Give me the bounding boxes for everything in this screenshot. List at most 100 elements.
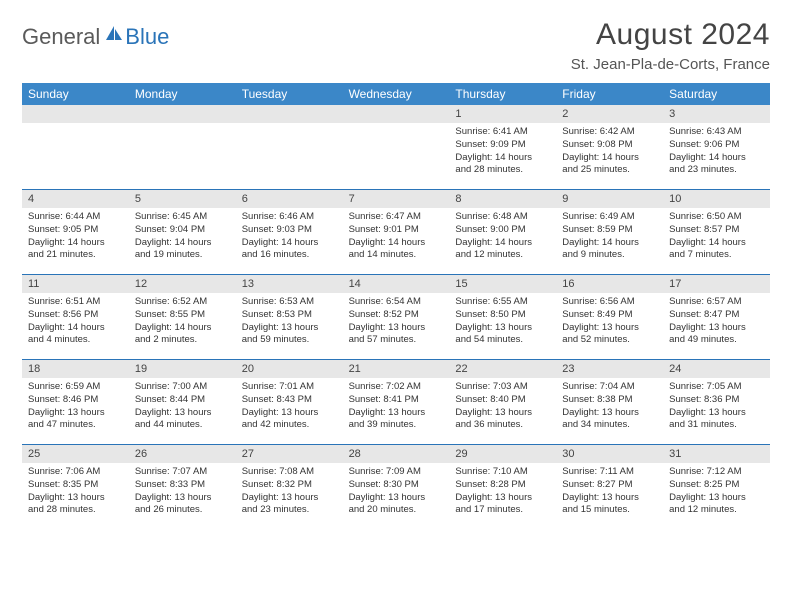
daylight-line1: Daylight: 13 hours bbox=[669, 492, 764, 505]
day-number: 10 bbox=[663, 190, 770, 208]
weeks-container: 1Sunrise: 6:41 AMSunset: 9:09 PMDaylight… bbox=[22, 105, 770, 529]
daylight-line1: Daylight: 13 hours bbox=[455, 407, 550, 420]
sunrise-text: Sunrise: 7:00 AM bbox=[135, 381, 230, 394]
daylight-line2: and 57 minutes. bbox=[349, 334, 444, 347]
day-data: Sunrise: 7:08 AMSunset: 8:32 PMDaylight:… bbox=[236, 463, 343, 521]
week-row: 25Sunrise: 7:06 AMSunset: 8:35 PMDayligh… bbox=[22, 444, 770, 529]
dow-thursday: Thursday bbox=[449, 83, 556, 105]
day-cell: 24Sunrise: 7:05 AMSunset: 8:36 PMDayligh… bbox=[663, 360, 770, 444]
daylight-line2: and 14 minutes. bbox=[349, 249, 444, 262]
day-data: Sunrise: 7:11 AMSunset: 8:27 PMDaylight:… bbox=[556, 463, 663, 521]
day-data: Sunrise: 6:53 AMSunset: 8:53 PMDaylight:… bbox=[236, 293, 343, 351]
sunset-text: Sunset: 8:36 PM bbox=[669, 394, 764, 407]
sunrise-text: Sunrise: 7:02 AM bbox=[349, 381, 444, 394]
sunrise-text: Sunrise: 6:54 AM bbox=[349, 296, 444, 309]
day-cell: 15Sunrise: 6:55 AMSunset: 8:50 PMDayligh… bbox=[449, 275, 556, 359]
title-block: August 2024 St. Jean-Pla-de-Corts, Franc… bbox=[571, 18, 770, 73]
sunrise-text: Sunrise: 6:44 AM bbox=[28, 211, 123, 224]
day-number: 26 bbox=[129, 445, 236, 463]
day-number bbox=[236, 105, 343, 123]
day-data: Sunrise: 6:59 AMSunset: 8:46 PMDaylight:… bbox=[22, 378, 129, 436]
sunset-text: Sunset: 8:41 PM bbox=[349, 394, 444, 407]
sunset-text: Sunset: 8:59 PM bbox=[562, 224, 657, 237]
day-number bbox=[343, 105, 450, 123]
day-cell: 17Sunrise: 6:57 AMSunset: 8:47 PMDayligh… bbox=[663, 275, 770, 359]
day-cell: 5 Sunrise: 6:45 AMSunset: 9:04 PMDaylight… bbox=[129, 190, 236, 274]
sunrise-text: Sunrise: 7:08 AM bbox=[242, 466, 337, 479]
daylight-line2: and 28 minutes. bbox=[28, 504, 123, 517]
daylight-line2: and 23 minutes. bbox=[242, 504, 337, 517]
sunrise-text: Sunrise: 7:07 AM bbox=[135, 466, 230, 479]
day-cell: 13Sunrise: 6:53 AMSunset: 8:53 PMDayligh… bbox=[236, 275, 343, 359]
sunset-text: Sunset: 9:04 PM bbox=[135, 224, 230, 237]
daylight-line1: Daylight: 14 hours bbox=[135, 237, 230, 250]
day-cell: 11Sunrise: 6:51 AMSunset: 8:56 PMDayligh… bbox=[22, 275, 129, 359]
day-data: Sunrise: 7:07 AMSunset: 8:33 PMDaylight:… bbox=[129, 463, 236, 521]
dow-saturday: Saturday bbox=[663, 83, 770, 105]
day-number: 5 bbox=[129, 190, 236, 208]
day-cell: 6Sunrise: 6:46 AMSunset: 9:03 PMDaylight… bbox=[236, 190, 343, 274]
week-row: 1Sunrise: 6:41 AMSunset: 9:09 PMDaylight… bbox=[22, 105, 770, 189]
day-number: 21 bbox=[343, 360, 450, 378]
daylight-line2: and 2 minutes. bbox=[135, 334, 230, 347]
daylight-line2: and 52 minutes. bbox=[562, 334, 657, 347]
day-data: Sunrise: 7:00 AMSunset: 8:44 PMDaylight:… bbox=[129, 378, 236, 436]
day-data: Sunrise: 6:41 AMSunset: 9:09 PMDaylight:… bbox=[449, 123, 556, 181]
sunrise-text: Sunrise: 6:51 AM bbox=[28, 296, 123, 309]
sunrise-text: Sunrise: 7:12 AM bbox=[669, 466, 764, 479]
sunset-text: Sunset: 9:00 PM bbox=[455, 224, 550, 237]
day-number: 2 bbox=[556, 105, 663, 123]
day-number: 8 bbox=[449, 190, 556, 208]
day-number: 19 bbox=[129, 360, 236, 378]
day-cell: 14Sunrise: 6:54 AMSunset: 8:52 PMDayligh… bbox=[343, 275, 450, 359]
logo-text-general: General bbox=[22, 24, 100, 50]
day-cell: 19Sunrise: 7:00 AMSunset: 8:44 PMDayligh… bbox=[129, 360, 236, 444]
sail-icon bbox=[104, 24, 124, 49]
day-cell: 2Sunrise: 6:42 AMSunset: 9:08 PMDaylight… bbox=[556, 105, 663, 189]
day-cell: 12Sunrise: 6:52 AMSunset: 8:55 PMDayligh… bbox=[129, 275, 236, 359]
day-cell: 29Sunrise: 7:10 AMSunset: 8:28 PMDayligh… bbox=[449, 445, 556, 529]
daylight-line2: and 12 minutes. bbox=[669, 504, 764, 517]
daylight-line1: Daylight: 13 hours bbox=[28, 407, 123, 420]
daylight-line2: and 28 minutes. bbox=[455, 164, 550, 177]
sunrise-text: Sunrise: 6:59 AM bbox=[28, 381, 123, 394]
day-data: Sunrise: 6:44 AMSunset: 9:05 PMDaylight:… bbox=[22, 208, 129, 266]
day-number bbox=[22, 105, 129, 123]
sunset-text: Sunset: 8:38 PM bbox=[562, 394, 657, 407]
week-row: 4Sunrise: 6:44 AMSunset: 9:05 PMDaylight… bbox=[22, 189, 770, 274]
day-cell: 3Sunrise: 6:43 AMSunset: 9:06 PMDaylight… bbox=[663, 105, 770, 189]
daylight-line2: and 34 minutes. bbox=[562, 419, 657, 432]
sunrise-text: Sunrise: 7:11 AM bbox=[562, 466, 657, 479]
day-data: Sunrise: 7:09 AMSunset: 8:30 PMDaylight:… bbox=[343, 463, 450, 521]
daylight-line2: and 9 minutes. bbox=[562, 249, 657, 262]
sunrise-text: Sunrise: 6:45 AM bbox=[135, 211, 230, 224]
sunset-text: Sunset: 9:05 PM bbox=[28, 224, 123, 237]
daylight-line2: and 16 minutes. bbox=[242, 249, 337, 262]
day-data: Sunrise: 6:57 AMSunset: 8:47 PMDaylight:… bbox=[663, 293, 770, 351]
sunrise-text: Sunrise: 6:50 AM bbox=[669, 211, 764, 224]
sunset-text: Sunset: 8:49 PM bbox=[562, 309, 657, 322]
day-number: 30 bbox=[556, 445, 663, 463]
day-data: Sunrise: 6:52 AMSunset: 8:55 PMDaylight:… bbox=[129, 293, 236, 351]
sunrise-text: Sunrise: 7:01 AM bbox=[242, 381, 337, 394]
sunset-text: Sunset: 8:33 PM bbox=[135, 479, 230, 492]
day-cell: 8Sunrise: 6:48 AMSunset: 9:00 PMDaylight… bbox=[449, 190, 556, 274]
day-number: 3 bbox=[663, 105, 770, 123]
daylight-line2: and 12 minutes. bbox=[455, 249, 550, 262]
sunrise-text: Sunrise: 6:43 AM bbox=[669, 126, 764, 139]
day-cell bbox=[129, 105, 236, 189]
logo-text-blue: Blue bbox=[125, 24, 169, 50]
daylight-line2: and 42 minutes. bbox=[242, 419, 337, 432]
sunrise-text: Sunrise: 6:52 AM bbox=[135, 296, 230, 309]
dow-friday: Friday bbox=[556, 83, 663, 105]
day-data: Sunrise: 6:51 AMSunset: 8:56 PMDaylight:… bbox=[22, 293, 129, 351]
daylight-line2: and 25 minutes. bbox=[562, 164, 657, 177]
sunset-text: Sunset: 8:53 PM bbox=[242, 309, 337, 322]
day-cell: 25Sunrise: 7:06 AMSunset: 8:35 PMDayligh… bbox=[22, 445, 129, 529]
day-cell: 22Sunrise: 7:03 AMSunset: 8:40 PMDayligh… bbox=[449, 360, 556, 444]
day-cell: 26Sunrise: 7:07 AMSunset: 8:33 PMDayligh… bbox=[129, 445, 236, 529]
daylight-line1: Daylight: 13 hours bbox=[562, 492, 657, 505]
sunset-text: Sunset: 8:57 PM bbox=[669, 224, 764, 237]
day-number: 20 bbox=[236, 360, 343, 378]
day-data: Sunrise: 6:46 AMSunset: 9:03 PMDaylight:… bbox=[236, 208, 343, 266]
